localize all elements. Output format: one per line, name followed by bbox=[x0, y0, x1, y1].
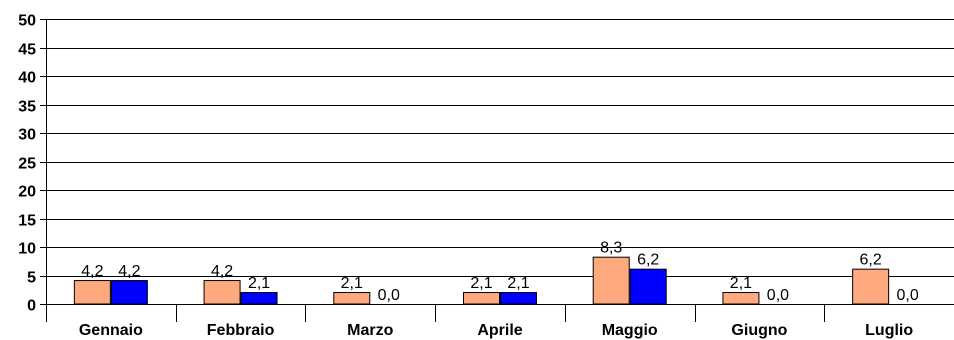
data-label: 2,1 bbox=[248, 275, 270, 292]
data-label: 4,2 bbox=[211, 263, 233, 280]
data-label: 0,0 bbox=[378, 287, 400, 304]
y-tick-label: 25 bbox=[18, 156, 36, 173]
y-tick-label: 45 bbox=[18, 42, 36, 59]
data-label: 8,3 bbox=[600, 240, 622, 257]
gridlines bbox=[40, 19, 954, 305]
y-tick-label: 30 bbox=[18, 127, 36, 144]
x-tick-labels: Gennaio Febbraio Marzo Aprile Maggio Giugno Lu… bbox=[79, 322, 914, 339]
bar bbox=[73, 280, 111, 305]
bar bbox=[500, 292, 537, 305]
y-tick-labels: 0 5 10 15 20 25 30 35 40 45 50 bbox=[18, 13, 36, 315]
y-tick-label: 50 bbox=[18, 13, 36, 30]
bar bbox=[852, 268, 890, 305]
data-label: 2,1 bbox=[470, 275, 492, 292]
bar bbox=[722, 292, 760, 305]
y-tick-label: 40 bbox=[18, 70, 36, 87]
bars bbox=[73, 256, 890, 305]
bar bbox=[203, 280, 241, 305]
bar bbox=[240, 292, 278, 305]
bar bbox=[110, 280, 148, 305]
y-tick-label: 35 bbox=[18, 99, 36, 116]
axes bbox=[46, 19, 954, 322]
x-tick-label: Febbraio bbox=[207, 322, 275, 339]
data-label: 2,1 bbox=[730, 275, 752, 292]
x-tick-label: Marzo bbox=[347, 322, 393, 339]
y-tick-label: 0 bbox=[27, 298, 36, 315]
bar bbox=[333, 292, 371, 305]
data-label: 6,2 bbox=[637, 252, 659, 269]
data-label: 4,2 bbox=[118, 263, 140, 280]
data-label: 4,2 bbox=[81, 263, 103, 280]
x-tick-label: Luglio bbox=[865, 322, 913, 339]
data-label: 0,0 bbox=[767, 287, 789, 304]
y-tick-label: 10 bbox=[18, 241, 36, 258]
data-label: 0,0 bbox=[897, 287, 919, 304]
data-label: 2,1 bbox=[507, 275, 529, 292]
y-tick-label: 20 bbox=[18, 184, 36, 201]
y-tick-label: 5 bbox=[27, 270, 36, 287]
data-label: 6,2 bbox=[860, 252, 882, 269]
bar bbox=[463, 292, 500, 305]
bar bbox=[592, 256, 630, 305]
bar bbox=[629, 268, 667, 305]
data-labels: 4,2 4,2 4,2 2,1 2,1 0,0 2,1 2,1 8,3 6,2 2,1 0,0 6,2 0… bbox=[81, 240, 919, 304]
x-tick-label: Aprile bbox=[477, 322, 522, 339]
x-tick-label: Giugno bbox=[731, 322, 787, 339]
x-tick-label: Maggio bbox=[602, 322, 658, 339]
y-tick-label: 15 bbox=[18, 213, 36, 230]
data-label: 2,1 bbox=[341, 275, 363, 292]
x-tick-label: Gennaio bbox=[79, 322, 143, 339]
